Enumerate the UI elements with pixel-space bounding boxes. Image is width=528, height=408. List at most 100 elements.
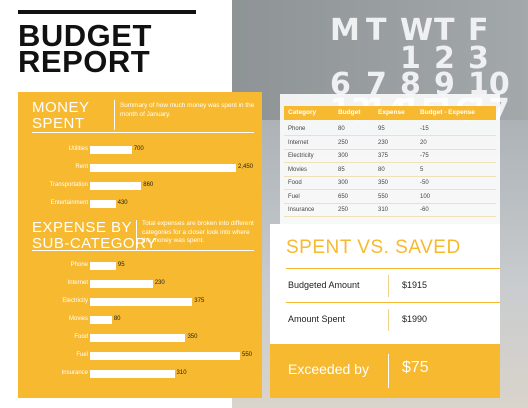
title-accent-bar [18,10,196,14]
calendar-date: 1 [400,41,421,76]
spent-vs-saved-title: SPENT VS. SAVED [286,237,461,258]
bar-row: Insurance 310 [18,368,262,380]
table-cell: -60 [420,207,429,213]
bar [90,352,240,360]
bar-value-label: 80 [113,316,121,322]
table-cell: 95 [378,126,385,132]
money-spent-heading-line-2: SPENT [32,114,85,132]
bar-value-label: 550 [242,352,253,358]
bar-value-label: 700 [133,146,144,152]
table-cell: Food [288,180,302,186]
spent-vs-saved-card: SPENT VS. SAVED Budgeted Amount $1915 Am… [270,224,500,398]
table-header-expense: Expense [378,109,405,116]
money-spent-underline [32,132,254,133]
bar [90,334,186,342]
bar-row: Phone 95 [18,260,262,272]
bar-value-label: 860 [143,182,154,188]
bar [90,280,153,288]
calendar-date: 2 [434,41,455,76]
bar [90,146,132,154]
money-spent-description: Summary of how much money was spent in t… [120,102,255,118]
table-row-divider [284,175,496,177]
table-row-divider [284,162,496,163]
expense-underline [32,250,254,251]
exceeded-value: $75 [402,359,429,376]
table-header-row: Category Budget Expense Budget - Expense [284,106,496,120]
report-title-line-1: BUDGET [18,18,152,53]
table-cell: Fuel [288,193,300,200]
calendar-day-letter: M [330,13,360,48]
table-row: Food 300 350 -50 [284,178,496,190]
table-row: Insurance 250 310 -60 [284,205,496,217]
table-cell: 550 [378,193,389,200]
bar-row: Utilities 700 [18,144,262,156]
table-row: Fuel 650 550 100 [284,192,496,204]
table-cell: 5 [420,166,424,173]
report-title-line-2: REPORT [18,44,151,79]
bar [90,262,116,270]
bar [90,182,142,190]
table-header-category: Category [288,109,317,116]
table-cell: Electricity [288,153,314,159]
expense-description: Total expenses are broken into different… [142,220,254,245]
bar [90,200,116,208]
table-cell: 100 [420,193,431,200]
bar-value-label: 375 [194,298,205,304]
bar-row: Rent 2,450 [18,162,262,174]
amount-spent-value: $1990 [402,314,428,324]
expense-heading-line-1: EXPENSE BY [32,219,133,236]
table-cell: Internet [288,139,309,146]
table-cell: 20 [420,139,427,146]
bar-value-label: 95 [117,262,125,268]
money-spent-heading-line-1: MONEY [32,99,90,116]
budget-table-card: Category Budget Expense Budget - Expense… [280,94,500,224]
table-cell: 300 [338,180,349,186]
table-row-divider [284,202,496,204]
money-spent-divider [114,100,115,130]
bar-row: Entertainment 430 [18,198,262,210]
bar-label: Electricity [62,298,88,304]
bar [90,316,112,324]
amount-spent-label: Amount Spent [288,314,346,324]
bar-row: Electricity 375 [18,296,262,308]
money-spent-heading: MONEY SPENT [32,100,90,132]
table-header-difference: Budget - Expense [420,109,475,116]
table-cell: 310 [378,207,389,213]
calendar-day-letter: T [434,13,455,48]
budgeted-separator [388,275,389,297]
table-row: Phone 80 95 -15 [284,124,496,136]
bar-label: Insurance [61,370,88,376]
table-row: Electricity 300 375 -75 [284,151,496,163]
spent-separator [388,309,389,331]
bar-label: Movies [68,316,88,322]
bar [90,370,175,378]
bar-row: Transportation 860 [18,180,262,192]
calendar-date: 8 [400,67,421,102]
table-cell: Phone [288,126,306,132]
table-cell: 230 [378,139,389,146]
bar-label: Utilities [68,146,88,152]
table-header-budget: Budget [338,109,361,116]
table-cell: 250 [338,207,349,213]
bar-label: Rent [75,164,88,170]
budgeted-amount-label: Budgeted Amount [288,280,360,290]
calendar-day-letter: T [366,13,387,48]
table-cell: -50 [420,180,429,186]
bar-value-label: 350 [187,334,198,340]
table-row: Movies 85 80 5 [284,165,496,177]
table-row-divider [284,216,496,217]
expense-heading: EXPENSE BY SUB-CATEGORY [32,220,157,252]
table-cell: 85 [338,166,345,173]
table-cell: 650 [338,193,349,200]
expense-heading-line-2: SUB-CATEGORY [32,234,157,252]
bar-value-label: 310 [176,370,187,376]
budgeted-amount-value: $1915 [402,280,428,290]
table-cell: -75 [420,153,429,159]
bar-row: Movies 80 [18,314,262,326]
bar-value-label: 230 [154,280,165,286]
bar-row: Internet 230 [18,278,262,290]
table-cell: 350 [378,180,389,186]
table-row-divider [284,148,496,150]
summary-panel: MONEY SPENT Summary of how much money wa… [18,92,262,398]
exceeded-separator [388,354,389,388]
